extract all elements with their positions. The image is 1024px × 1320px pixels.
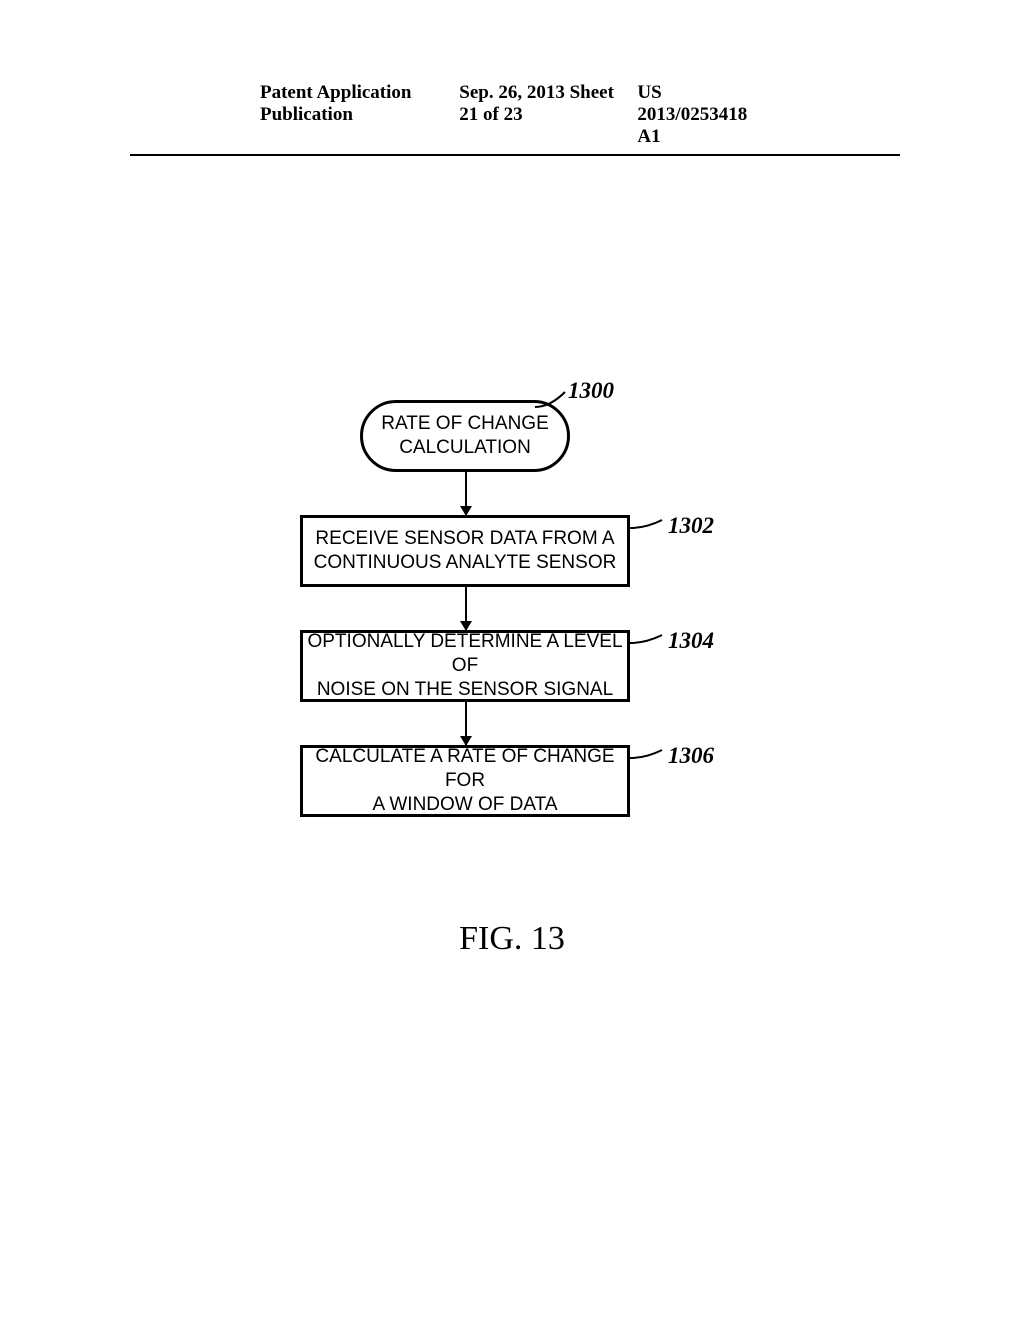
flow-node-text: NOISE ON THE SENSOR SIGNAL <box>317 678 613 702</box>
ref-label-1304: 1304 <box>668 628 714 654</box>
flow-arrow <box>465 472 467 515</box>
figure-label: FIG. 13 <box>0 920 1024 958</box>
flow-node-n1304: OPTIONALLY DETERMINE A LEVEL OFNOISE ON … <box>300 630 630 702</box>
flow-node-text: CALCULATE A RATE OF CHANGE FOR <box>303 745 627 793</box>
flow-node-text: A WINDOW OF DATA <box>372 793 557 817</box>
flow-node-text: RECEIVE SENSOR DATA FROM A <box>315 527 614 551</box>
leader-line <box>535 392 569 411</box>
flow-node-n1306: CALCULATE A RATE OF CHANGE FORA WINDOW O… <box>300 745 630 817</box>
flow-node-text: RATE OF CHANGE <box>381 412 549 436</box>
header-center: Sep. 26, 2013 Sheet 21 of 23 <box>459 82 637 148</box>
flow-node-text: CONTINUOUS ANALYTE SENSOR <box>314 551 617 575</box>
leader-line <box>630 635 666 647</box>
ref-label-1302: 1302 <box>668 513 714 539</box>
flow-arrow <box>465 702 467 745</box>
leader-line <box>630 520 666 532</box>
flow-node-text: OPTIONALLY DETERMINE A LEVEL OF <box>303 630 627 678</box>
flow-arrow <box>465 587 467 630</box>
leader-line <box>630 750 666 762</box>
header-left: Patent Application Publication <box>260 82 459 148</box>
page-header: Patent Application Publication Sep. 26, … <box>130 82 900 156</box>
header-right: US 2013/0253418 A1 <box>637 82 770 148</box>
ref-label-1306: 1306 <box>668 743 714 769</box>
flow-node-n1302: RECEIVE SENSOR DATA FROM ACONTINUOUS ANA… <box>300 515 630 587</box>
ref-label-1300: 1300 <box>568 378 614 404</box>
flow-node-text: CALCULATION <box>399 436 531 460</box>
